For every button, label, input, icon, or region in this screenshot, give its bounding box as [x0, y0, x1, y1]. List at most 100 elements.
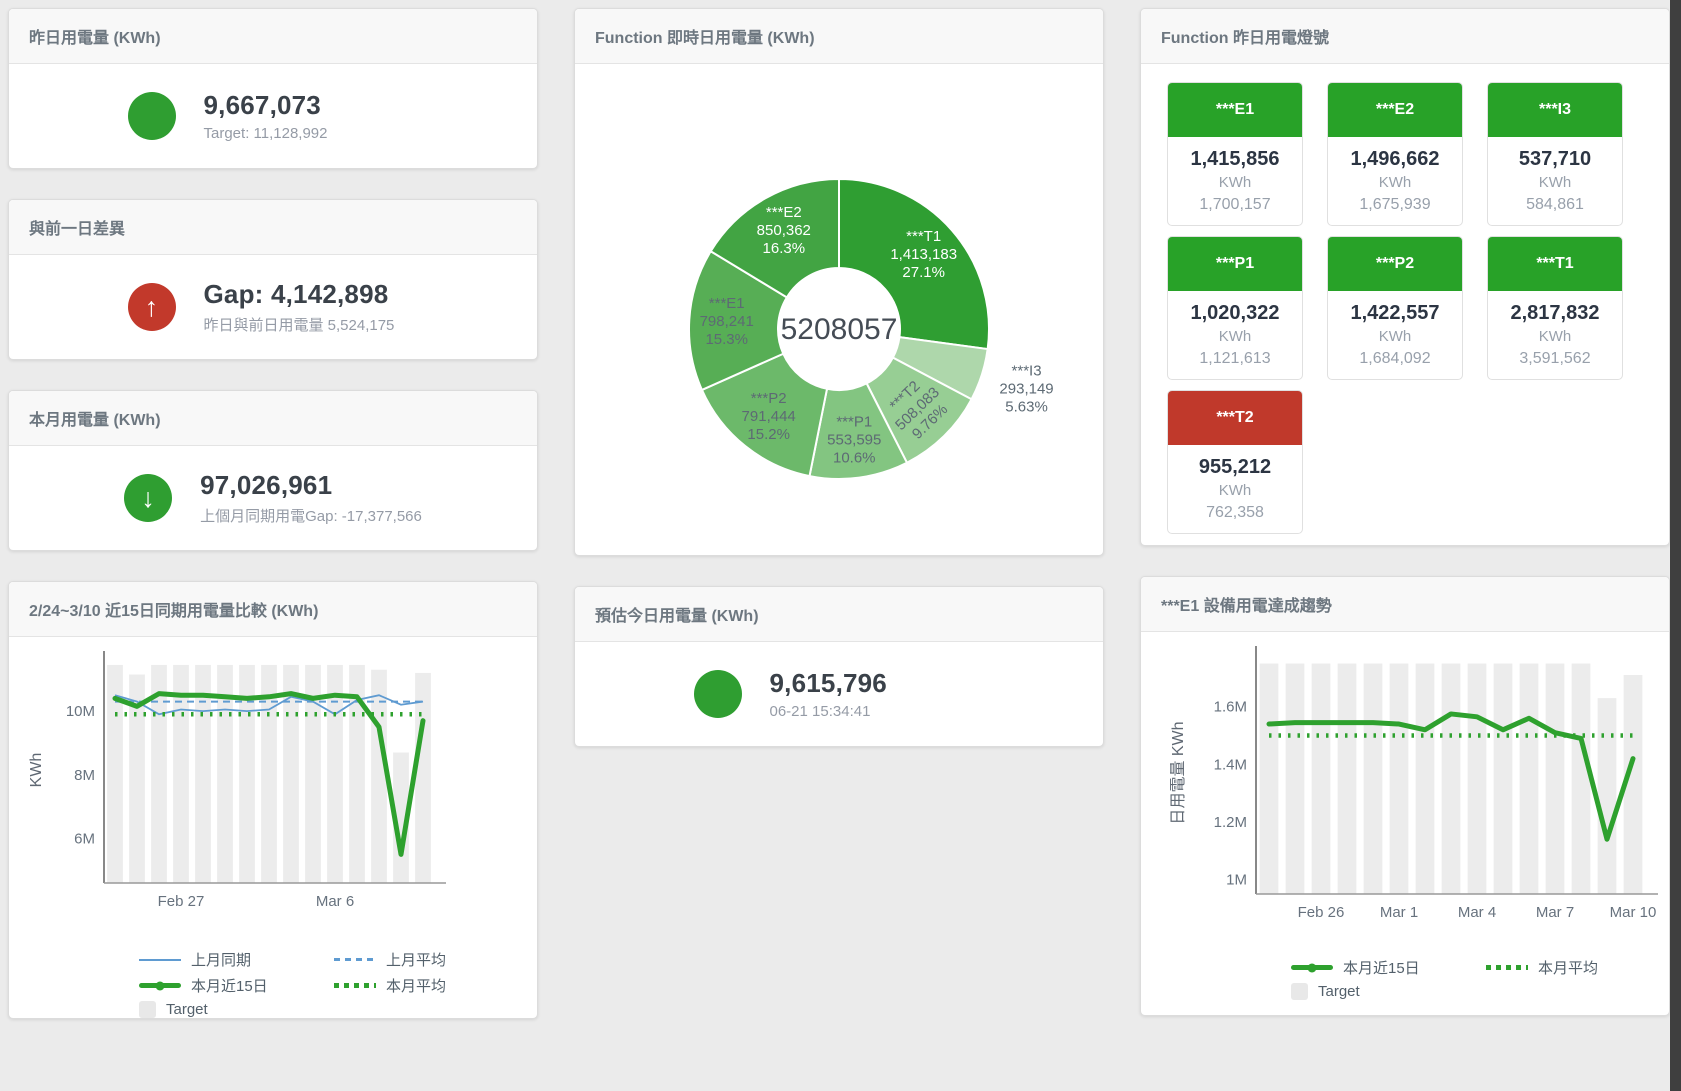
donut-label: ***T1 1,413,183 27.1%: [890, 228, 957, 281]
legend-item[interactable]: 本月近15日: [1291, 957, 1486, 978]
lamp-tile-target: 1,121,613: [1199, 350, 1271, 367]
lamp-tile-value: 537,710: [1518, 148, 1592, 170]
trend-chart-body: 1M 1.2M 1.4M 1.6M Feb 26 Mar 1 Mar 4 Mar 7 Mar 1…: [1141, 632, 1669, 1000]
x-tick-label: Feb 27: [158, 893, 205, 910]
donut-slice-E1[interactable]: [688, 249, 789, 392]
lamp-tile-value: 955,212: [1198, 456, 1272, 478]
kpi-subtitle: 昨日與前日用電量 5,524,175: [203, 317, 395, 334]
donut-slice-P2[interactable]: [700, 352, 829, 478]
card-today-estimate: 預估今日用電量 (KWh) 9,615,796 06-21 15:34:41: [574, 586, 1104, 747]
lamp-tile-label: ***P1: [1168, 237, 1302, 291]
target-bar: [151, 664, 167, 883]
donut-label: ***I3 293,149 5.63%: [999, 362, 1053, 415]
donut-slice-T1[interactable]: [838, 177, 990, 351]
target-bar: [1545, 663, 1565, 894]
x-tick-label: Mar 1: [1380, 904, 1418, 921]
lamp-tile-label: ***P2: [1328, 237, 1462, 291]
target-bar: [239, 664, 255, 883]
kpi-body: 9,667,073 Target: 11,128,992: [9, 64, 537, 168]
arrow-up-icon: ↑: [127, 283, 176, 331]
compare-chart-canvas[interactable]: 6M 8M 10M Feb 27 Mar 6 KWh: [9, 641, 537, 933]
legend-item[interactable]: Target: [139, 1001, 334, 1018]
target-bar: [1467, 663, 1487, 894]
lamp-tile-value: 1,415,856: [1190, 148, 1280, 170]
lamp-tile-value: 2,817,832: [1510, 302, 1600, 324]
legend-item[interactable]: 本月近15日: [139, 975, 334, 996]
target-bar: [1285, 663, 1305, 894]
lamp-tile-target: 762,358: [1206, 504, 1264, 521]
realtime-donut-chart[interactable]: ***T1 1,413,183 27.1%***I3 293,149 5.63%***T…: [575, 64, 1103, 556]
lamp-tile-P1: ***P1 1,020,322 KWh 1,121,613: [1167, 236, 1303, 380]
donut-label: ***P1 553,595 10.6%: [827, 413, 881, 466]
status-circle-icon: [127, 92, 176, 140]
y-tick-label: 10M: [66, 703, 95, 720]
y-tick-label: 1.2M: [1214, 814, 1247, 831]
legend-item[interactable]: Target: [1291, 983, 1486, 1000]
legend-marker-bar: [139, 1001, 156, 1018]
column-right: Function 昨日用電燈號 ***E1 1,415,856 KWh 1,700,1…: [1140, 8, 1670, 1019]
legend-item[interactable]: 上月同期: [139, 949, 334, 970]
card-title-realtime-donut: Function 即時日用電量 (KWh): [575, 9, 1103, 64]
lamp-tile-I3: ***I3 537,710 KWh 584,861: [1487, 82, 1623, 226]
kpi-body: 9,615,796 06-21 15:34:41: [575, 642, 1103, 746]
kpi-value: 97,026,961: [200, 470, 333, 500]
trend-chart-canvas[interactable]: 1M 1.2M 1.4M 1.6M Feb 26 Mar 1 Mar 4 Mar 7 Mar 1…: [1141, 636, 1669, 941]
target-bar: [327, 664, 343, 883]
legend-marker-dot: [1307, 963, 1317, 972]
card-day-gap: 與前一日差異 ↑ Gap: 4,142,898 昨日與前日用電量 5,524,1…: [8, 199, 538, 360]
legend-label: 上月同期: [191, 952, 252, 969]
compare-chart-body: 6M 8M 10M Feb 27 Mar 6 KWh 上月同期 上月平均 本月近15日 本月平均…: [9, 637, 537, 1018]
y-tick-label: 8M: [74, 767, 95, 784]
series-line: [114, 694, 424, 716]
dashboard: 昨日用電量 (KWh) 9,667,073 Target: 11,128,992…: [8, 8, 1670, 1019]
legend-label: Target: [1318, 983, 1360, 1000]
target-bar: [1571, 663, 1591, 894]
target-bar: [283, 664, 299, 883]
card-yesterday-usage: 昨日用電量 (KWh) 9,667,073 Target: 11,128,992: [8, 8, 538, 169]
legend-item[interactable]: 本月平均: [334, 975, 446, 996]
legend-item[interactable]: 上月平均: [334, 949, 446, 970]
series-line: [112, 691, 426, 857]
lamp-tile-target: 1,700,157: [1199, 196, 1271, 213]
lamp-tile-target: 584,861: [1526, 196, 1584, 213]
target-bar: [195, 664, 211, 883]
legend-item[interactable]: 本月平均: [1486, 957, 1598, 978]
lamp-tile-target: 3,591,562: [1519, 350, 1591, 367]
target-bar: [1311, 663, 1331, 894]
kpi-value: 9,615,796: [769, 668, 887, 698]
target-bar: [129, 674, 145, 883]
kpi-timestamp: 06-21 15:34:41: [769, 703, 871, 720]
card-title-lamp-board: Function 昨日用電燈號: [1141, 9, 1669, 64]
card-realtime-donut: Function 即時日用電量 (KWh) ***T1 1,413,183 27.1…: [574, 8, 1104, 556]
target-bar: [1493, 663, 1513, 894]
legend-marker-dashed: [334, 958, 376, 961]
donut-label: ***E2 850,362 16.3%: [757, 204, 811, 257]
lamp-tile-value: 1,020,322: [1190, 302, 1280, 324]
target-bar: [1519, 663, 1539, 894]
legend-marker-thick: [139, 981, 181, 990]
donut-body: ***T1 1,413,183 27.1% ***I3 293,149 5.63% ***T…: [575, 64, 1103, 556]
x-tick-label: Mar 10: [1610, 904, 1657, 921]
lamp-tile-unit: KWh: [1538, 174, 1572, 191]
target-bar: [1389, 663, 1409, 894]
column-middle: Function 即時日用電量 (KWh) ***T1 1,413,183 27.1…: [574, 8, 1104, 1019]
target-bar: [393, 752, 409, 883]
kpi-body: ↑ Gap: 4,142,898 昨日與前日用電量 5,524,175: [9, 255, 537, 359]
legend-marker-solid: [139, 958, 181, 961]
donut-label: ***P2 791,444 15.2%: [742, 390, 796, 443]
x-tick-label: Feb 26: [1298, 904, 1345, 921]
lamp-tile-E1: ***E1 1,415,856 KWh 1,700,157: [1167, 82, 1303, 226]
donut-label: ***E1 798,241 15.3%: [700, 295, 754, 348]
y-tick-label: 6M: [74, 830, 95, 847]
y-tick-label: 1.4M: [1214, 756, 1247, 773]
lamp-tile-unit: KWh: [1378, 174, 1412, 191]
lamp-tile-target: 1,684,092: [1359, 350, 1431, 367]
kpi-body: ↓ 97,026,961 上個月同期用電Gap: -17,377,566: [9, 446, 537, 550]
target-bar: [217, 664, 233, 883]
target-bar: [415, 672, 431, 883]
legend-label: Target: [166, 1001, 208, 1018]
target-bar: [107, 664, 123, 883]
kpi-value: Gap: 4,142,898: [203, 279, 389, 309]
legend-label: 本月平均: [1538, 960, 1599, 977]
donut-slice-E2[interactable]: [709, 177, 840, 299]
